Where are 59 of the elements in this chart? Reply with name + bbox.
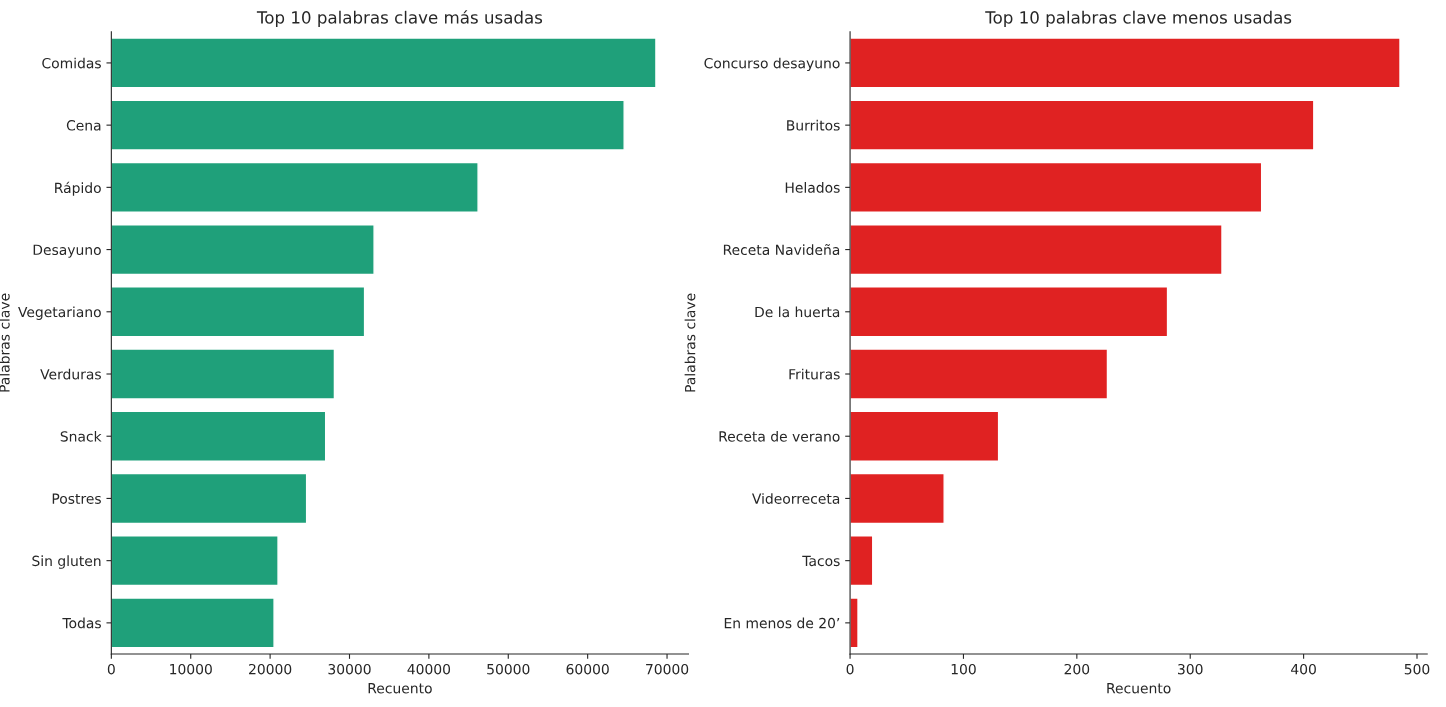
y-tick-label: Helados [785, 182, 840, 193]
x-axis-title: Recuento [368, 683, 432, 694]
bar [111, 348, 336, 400]
bar [850, 410, 1000, 462]
y-tick-label: Sin gluten [32, 555, 101, 569]
y-tick-label: Burritos [787, 119, 840, 131]
y-tick-label: Rápido [55, 181, 101, 196]
bar [111, 161, 479, 213]
bar [111, 286, 366, 338]
x-tick-label: 100 [951, 663, 976, 675]
x-tick-label: 40000 [407, 663, 451, 675]
x-tick-label: 500 [1404, 663, 1430, 675]
y-tick-label: Frituras [789, 368, 840, 380]
bar [850, 597, 859, 649]
y-axis-title: Palabras clave [684, 293, 696, 392]
x-tick-label: 200 [1064, 663, 1090, 675]
x-tick-label: 300 [1178, 663, 1203, 675]
bar [111, 472, 308, 525]
x-axis-title: Recuento [1107, 683, 1171, 694]
bar [111, 410, 327, 462]
y-tick-label: En menos de 20’ [724, 617, 840, 629]
bar [850, 161, 1263, 213]
x-tick-label: 10000 [170, 663, 212, 675]
x-tick-label: 30000 [328, 663, 371, 675]
chart-title: Top 10 palabras clave más usadas [256, 10, 543, 27]
bar [850, 472, 945, 525]
x-tick-label: 0 [107, 663, 115, 675]
bar [111, 99, 625, 151]
x-tick-label: 50000 [487, 663, 530, 675]
y-tick-label: Cena [66, 120, 101, 131]
bar [850, 99, 1315, 151]
y-tick-label: Verduras [40, 368, 101, 380]
bar [850, 37, 1401, 89]
bar [111, 223, 375, 276]
bar [850, 286, 1169, 338]
y-tick-label: Snack [60, 430, 102, 442]
y-tick-label: Videorreceta [752, 493, 840, 504]
x-tick-label: 400 [1291, 663, 1316, 675]
x-tick-label: 60000 [566, 663, 609, 675]
bar [111, 535, 279, 587]
bar [111, 37, 657, 89]
bar [111, 597, 275, 649]
y-tick-label: Comidas [42, 57, 101, 69]
y-tick-label: Postres [52, 493, 101, 504]
y-tick-label: Desayuno [33, 244, 101, 258]
y-tick-label: Todas [62, 617, 101, 629]
x-tick-label: 0 [846, 663, 854, 675]
y-tick-label: De la huerta [755, 306, 840, 318]
bar [850, 348, 1109, 400]
x-tick-label: 20000 [249, 663, 292, 675]
chart-title: Top 10 palabras clave menos usadas [985, 10, 1292, 27]
y-tick-label: Receta Navideña [723, 244, 840, 256]
bar [850, 223, 1223, 276]
y-tick-label: Concurso desayuno [704, 57, 840, 72]
y-tick-label: Vegetariano [18, 306, 101, 320]
x-tick-label: 70000 [646, 663, 689, 675]
bar [850, 535, 874, 587]
y-tick-label: Tacos [802, 555, 840, 567]
y-tick-label: Receta de verano [719, 430, 840, 442]
